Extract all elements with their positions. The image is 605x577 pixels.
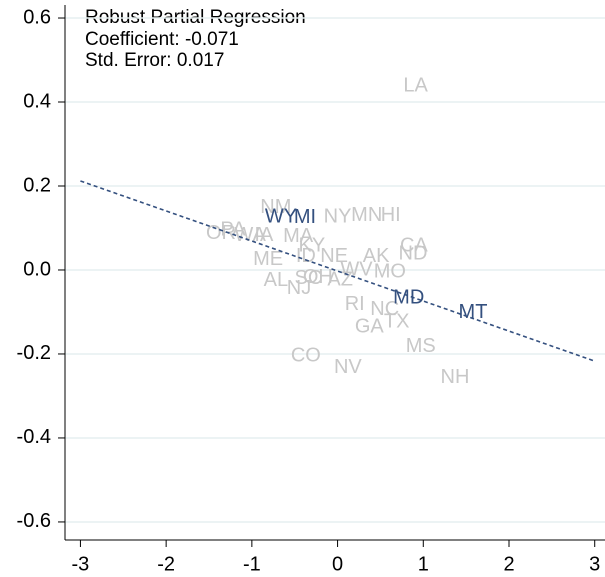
point-label: WA — [234, 224, 266, 246]
point-label: AL — [264, 269, 288, 291]
point-label: CA — [400, 234, 428, 256]
point-label: HI — [381, 204, 401, 226]
x-tick-label: -1 — [243, 553, 261, 575]
y-tick-label: 0.4 — [23, 90, 51, 112]
point-label: PA — [220, 218, 246, 240]
point-label: KY — [299, 234, 326, 256]
y-tick-label: 0.6 — [23, 6, 51, 28]
x-tick-label: -2 — [157, 553, 175, 575]
y-tick-label: 0.2 — [23, 174, 51, 196]
point-label: OH — [303, 266, 333, 288]
x-tick-label: 2 — [503, 553, 514, 575]
point-label: MO — [374, 260, 406, 282]
point-label: NV — [334, 356, 362, 378]
point-label: MI — [294, 206, 316, 228]
x-tick-label: 0 — [332, 553, 343, 575]
y-tick-label: 0.0 — [23, 258, 51, 280]
point-label: MS — [406, 335, 436, 357]
point-label: OR — [206, 222, 236, 244]
point-label: ND — [399, 242, 428, 264]
point-label: ME — [253, 248, 283, 270]
y-tick-label: -0.2 — [17, 342, 51, 364]
point-label: CO — [291, 344, 321, 366]
point-label: LA — [403, 74, 428, 96]
annotation: Coefficient: -0.071 — [85, 29, 239, 50]
y-tick-label: -0.6 — [17, 510, 51, 532]
point-label: MD — [393, 286, 424, 308]
point-label: NH — [441, 366, 470, 388]
point-label: MN — [351, 204, 382, 226]
x-tick-label: 3 — [589, 553, 600, 575]
point-label: IA — [254, 224, 274, 246]
point-label: ID — [296, 245, 316, 267]
x-tick-label: -3 — [72, 553, 90, 575]
point-label: NC — [370, 298, 399, 320]
point-label: SC — [295, 267, 323, 289]
point-label: GA — [355, 315, 385, 337]
point-label: WY — [265, 205, 297, 227]
point-label: NJ — [287, 277, 311, 299]
point-label: WV — [340, 258, 373, 280]
annotation: Std. Error: 0.017 — [85, 50, 224, 71]
point-label: NM — [260, 196, 291, 218]
y-tick-label: -0.4 — [17, 426, 51, 448]
point-label: AK — [363, 245, 390, 267]
point-label: MT — [459, 301, 488, 323]
point-label: RI — [345, 293, 365, 315]
point-label: MA — [283, 225, 314, 247]
point-label: NE — [320, 245, 348, 267]
x-tick-label: 1 — [418, 553, 429, 575]
point-label: NY — [324, 205, 352, 227]
point-label: TX — [384, 310, 410, 332]
